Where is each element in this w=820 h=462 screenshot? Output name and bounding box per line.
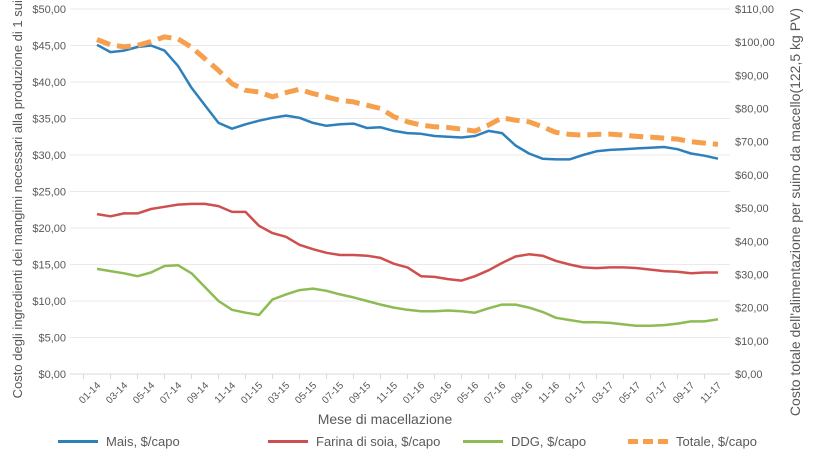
legend-swatch — [58, 440, 98, 443]
y-right-tick-label: $80,00 — [735, 104, 769, 116]
x-tick-label: 05-15 — [293, 380, 319, 406]
legend-label: Farina di soia, $/capo — [316, 434, 441, 449]
x-tick-label: 09-14 — [185, 380, 211, 406]
x-tick-label: 11-14 — [213, 380, 239, 406]
legend-swatch — [268, 440, 308, 443]
legend-item-ddg: DDG, $/capo — [463, 434, 586, 449]
y-left-tick-label: $50,00 — [32, 4, 66, 16]
y-right-tick-label: $50,00 — [735, 203, 769, 215]
y-right-tick-label: $30,00 — [735, 269, 769, 281]
y-right-tick-label: $0,00 — [735, 369, 763, 381]
x-tick-label: 03-17 — [590, 380, 616, 406]
y-right-tick-label: $40,00 — [735, 236, 769, 248]
series-line-3 — [96, 34, 719, 147]
x-tick-label: 01-15 — [239, 380, 265, 406]
x-tick-label: 01-17 — [563, 380, 589, 406]
x-tick-label: 07-16 — [482, 380, 508, 406]
x-tick-label: 07-17 — [644, 380, 670, 406]
y-left-tick-label: $0,00 — [38, 369, 66, 381]
x-axis-label: Mese di macellazione — [318, 411, 453, 427]
legend-label: DDG, $/capo — [511, 434, 587, 449]
x-tick-label: 11-15 — [375, 380, 401, 406]
legend-label: Mais, $/capo — [106, 434, 180, 449]
x-tick-label: 07-15 — [320, 380, 346, 406]
x-tick-label: 03-15 — [266, 380, 292, 406]
legend: Mais, $/capo Farina di soia, $/capo DDG,… — [0, 434, 820, 454]
y-left-tick-label: $20,00 — [32, 223, 66, 235]
x-tick-label: 09-15 — [347, 380, 373, 406]
x-tick-label: 05-14 — [131, 380, 157, 406]
x-tick-label: 03-14 — [104, 380, 130, 406]
y-left-tick-label: $10,00 — [32, 296, 66, 308]
y-right-tick-label: $60,00 — [735, 170, 769, 182]
x-tick-label: 03-16 — [428, 380, 454, 406]
y-left-tick-label: $35,00 — [32, 114, 66, 126]
x-tick-label: 05-17 — [617, 380, 643, 406]
y-left-tick-label: $5,00 — [38, 333, 66, 345]
y-right-tick-label: $20,00 — [735, 303, 769, 315]
legend-label: Totale, $/capo — [676, 434, 757, 449]
series-line-0 — [96, 43, 719, 161]
x-tick-label: 05-16 — [455, 380, 481, 406]
series-line-1 — [96, 202, 718, 282]
y-left-axis-label: Costo degli ingredienti dei mangimi nece… — [10, 0, 25, 398]
y-left-tick-label: $15,00 — [32, 260, 66, 272]
y-right-tick-label: $10,00 — [735, 336, 769, 348]
y-left-tick-label: $25,00 — [32, 187, 66, 199]
x-tick-label: 09-17 — [671, 380, 697, 406]
y-right-tick-label: $110,00 — [735, 4, 774, 16]
y-right-tick-label: $90,00 — [735, 70, 769, 82]
x-tick-label: 11-17 — [699, 380, 725, 406]
y-right-tick-label: $100,00 — [735, 37, 775, 49]
x-tick-label: 11-16 — [537, 380, 563, 406]
x-tick-label: 01-16 — [401, 380, 427, 406]
y-left-tick-label: $30,00 — [32, 150, 66, 162]
x-tick-label: 07-14 — [158, 380, 184, 406]
legend-item-mais: Mais, $/capo — [58, 434, 180, 449]
y-left-tick-label: $45,00 — [32, 41, 66, 53]
x-tick-label: 09-16 — [509, 380, 535, 406]
legend-swatch — [463, 440, 503, 443]
series-line-2 — [96, 263, 719, 328]
y-left-tick-label: $40,00 — [32, 77, 66, 89]
x-tick-label: 01-14 — [77, 380, 103, 406]
legend-item-totale: Totale, $/capo — [628, 434, 757, 449]
y-right-tick-label: $70,00 — [735, 137, 769, 149]
y-right-axis-label: Costo totale dell'alimentazione per suin… — [787, 8, 803, 416]
legend-swatch — [628, 439, 668, 444]
legend-item-farina: Farina di soia, $/capo — [268, 434, 440, 449]
